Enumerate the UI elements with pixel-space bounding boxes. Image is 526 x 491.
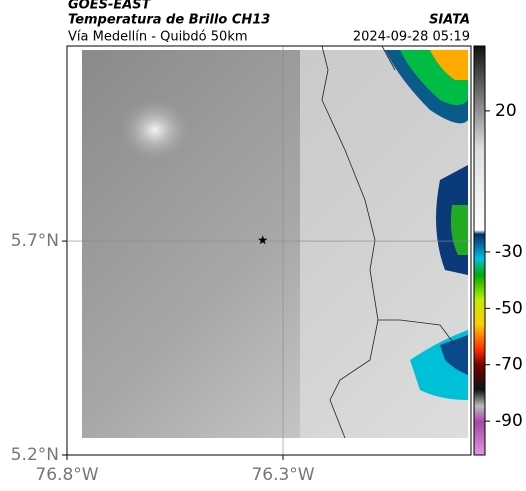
region-name: Vía Medellín - Quibdó 50km <box>68 30 248 45</box>
colorbar-label: -30 <box>495 242 523 262</box>
map-frame <box>66 45 472 456</box>
product-name: Temperatura de Brillo CH13 <box>68 13 270 28</box>
timestamp: 2024-09-28 05:19 <box>353 30 470 45</box>
colorbar <box>473 45 486 456</box>
source: SIATA <box>429 13 470 28</box>
colorbar-label: 20 <box>495 101 517 121</box>
y-tick-label: 5.2°N <box>11 445 59 465</box>
x-tick-label: 76.3°W <box>251 465 314 485</box>
colorbar-label: -50 <box>495 298 523 318</box>
y-tick-label: 5.7°N <box>11 231 59 251</box>
location-marker <box>258 235 268 245</box>
colorbar-label: -90 <box>495 411 523 431</box>
x-tick-label: 76.8°W <box>35 465 98 485</box>
satellite-name: GOES-EAST <box>68 0 152 13</box>
satellite-image <box>82 50 468 438</box>
colorbar-label: -70 <box>495 355 523 375</box>
borders <box>321 45 456 439</box>
